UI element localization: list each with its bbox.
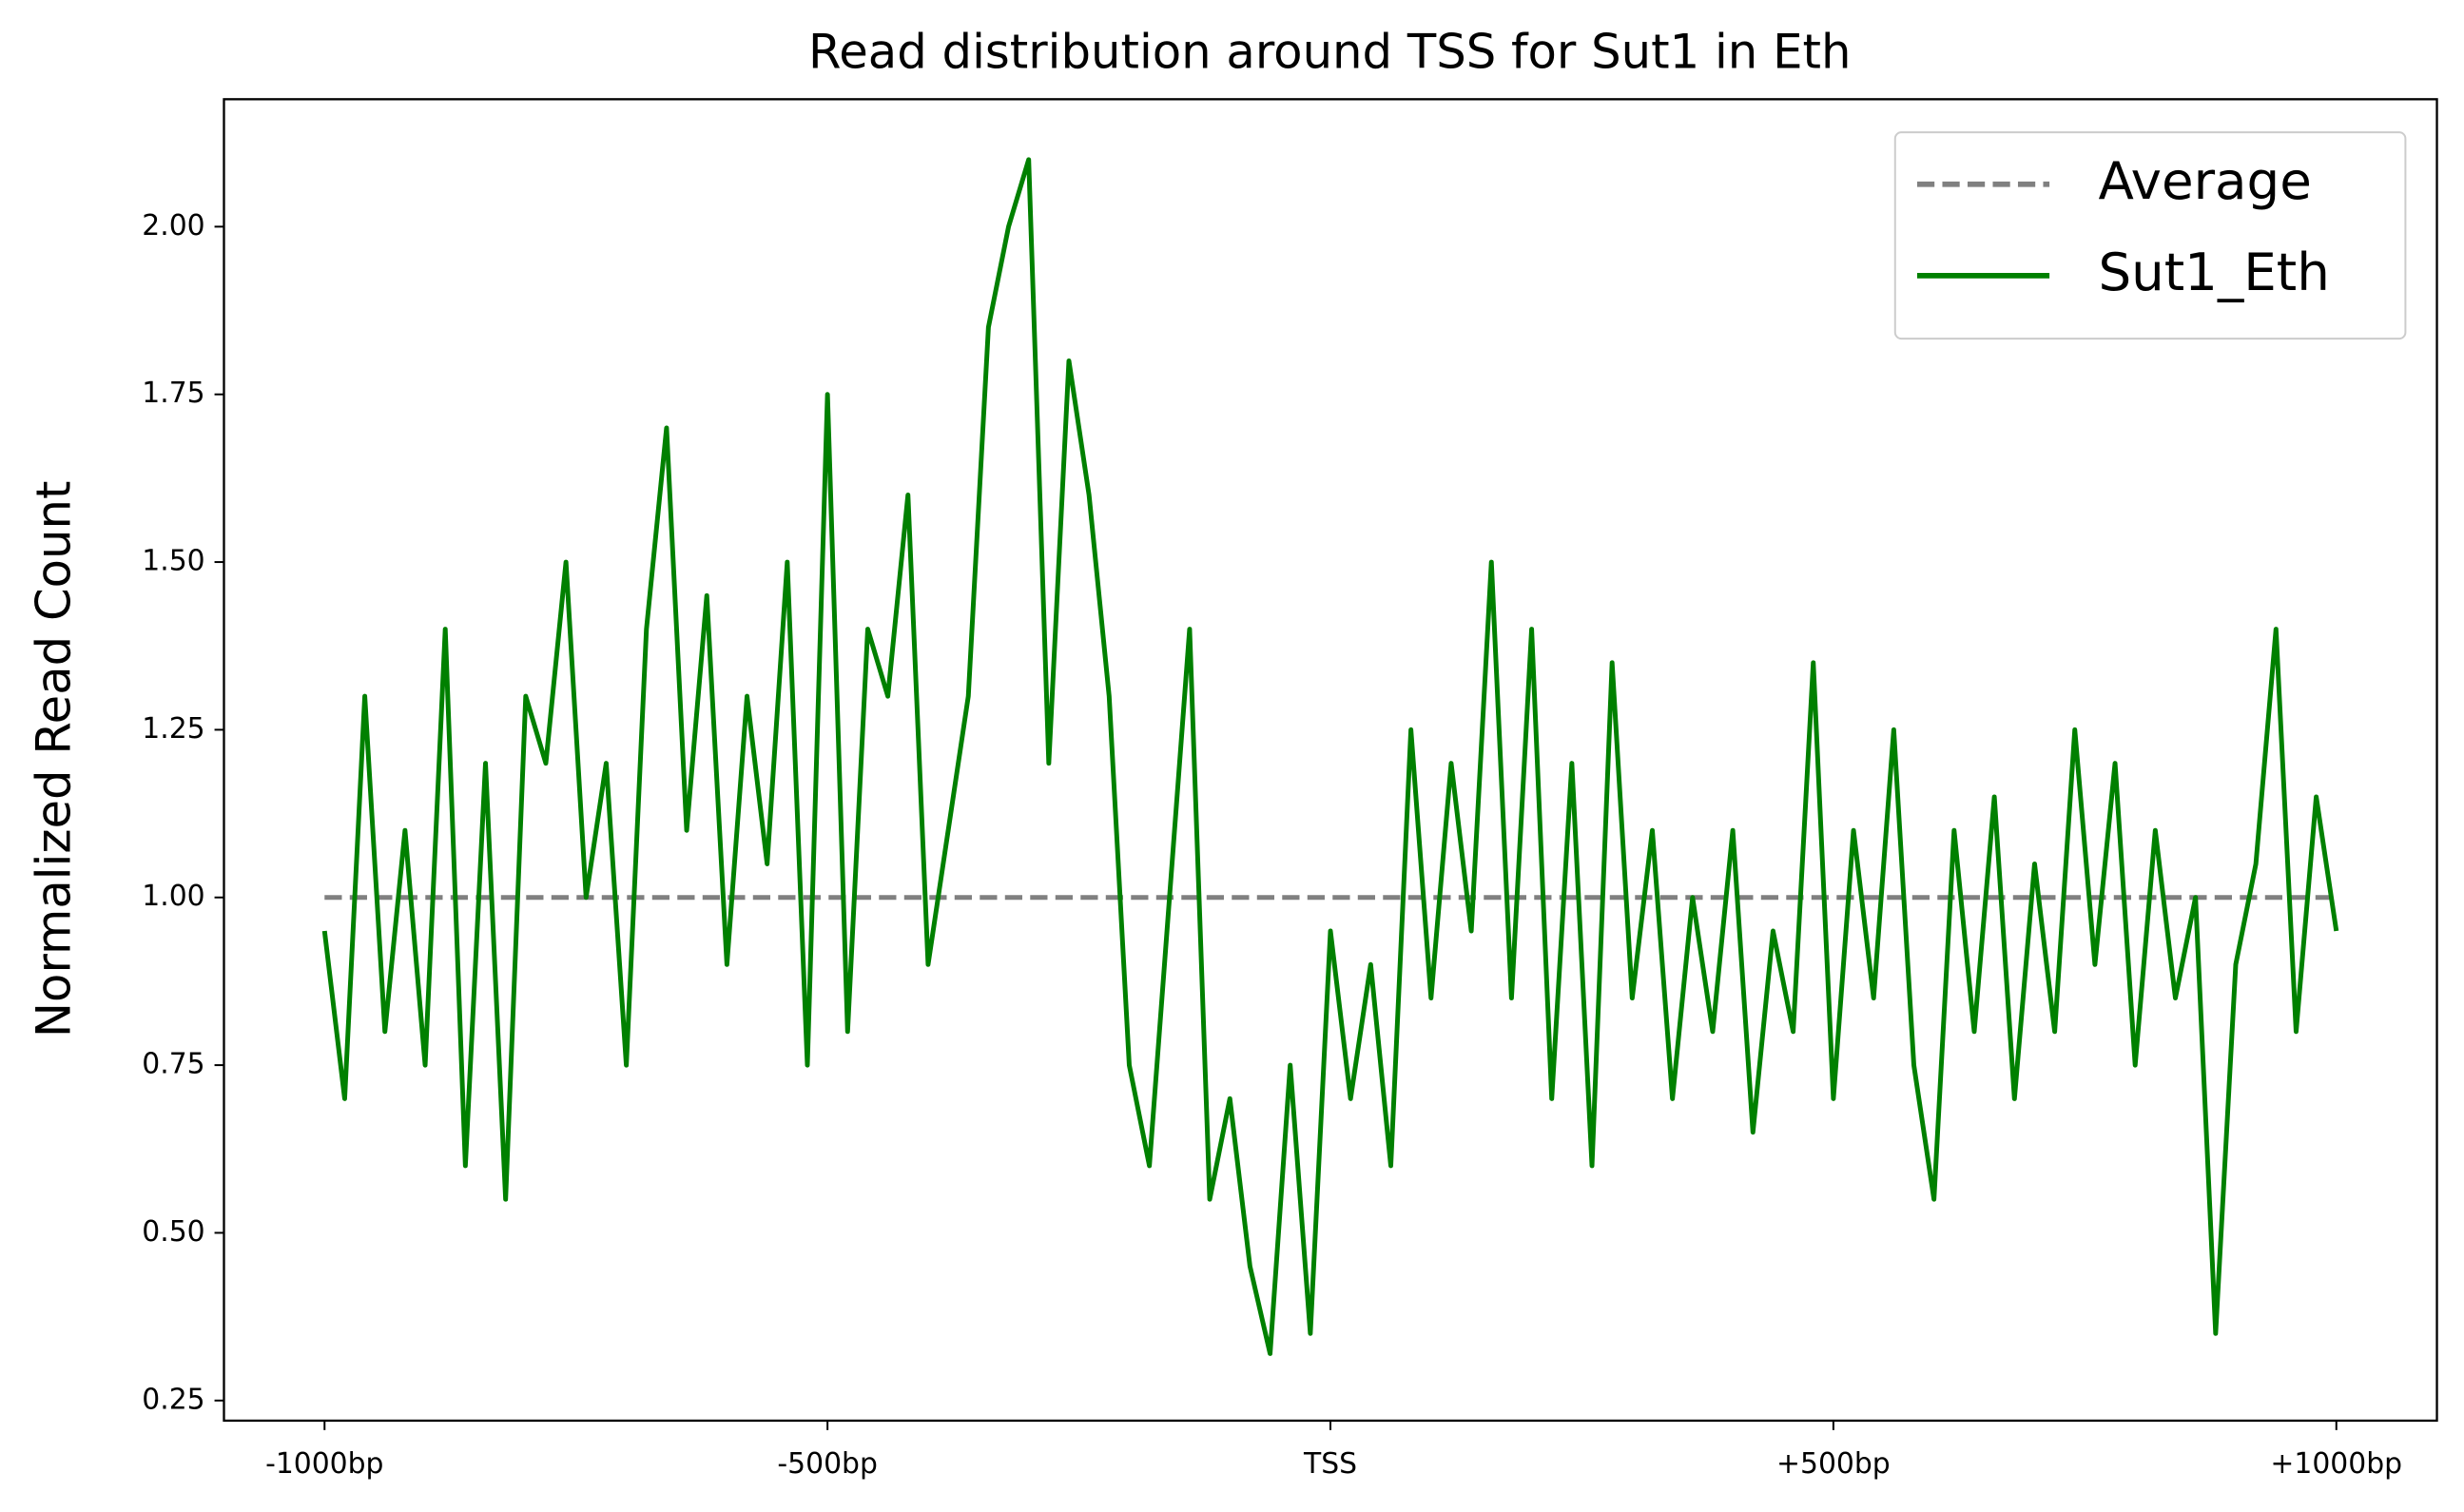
y-tick-label: 1.00 bbox=[142, 880, 204, 913]
chart-title: Read distribution around TSS for Sut1 in… bbox=[808, 24, 1851, 79]
x-tick-label: +500bp bbox=[1776, 1447, 1891, 1481]
x-tick-label: +1000bp bbox=[2270, 1447, 2402, 1481]
legend: Average Sut1_Eth bbox=[1893, 131, 2407, 340]
y-tick-label: 0.25 bbox=[142, 1383, 204, 1416]
plot-frame bbox=[223, 98, 2438, 1423]
y-axis-label: Normalized Read Count bbox=[26, 481, 81, 1038]
y-tick-label: 1.25 bbox=[142, 712, 204, 746]
y-tick-label: 2.00 bbox=[142, 209, 204, 242]
y-tick-label: 1.50 bbox=[142, 545, 204, 578]
legend-label: Sut1_Eth bbox=[2098, 242, 2329, 302]
y-tick-label: 1.75 bbox=[142, 377, 204, 410]
series-line bbox=[321, 157, 2339, 1356]
legend-label: Average bbox=[2098, 150, 2311, 211]
x-tick-label: -500bp bbox=[777, 1447, 877, 1481]
x-tick-label: TSS bbox=[1303, 1447, 1357, 1481]
x-tick-label: -1000bp bbox=[265, 1447, 383, 1481]
y-tick-label: 0.50 bbox=[142, 1215, 204, 1249]
y-tick-label: 0.75 bbox=[142, 1048, 204, 1081]
